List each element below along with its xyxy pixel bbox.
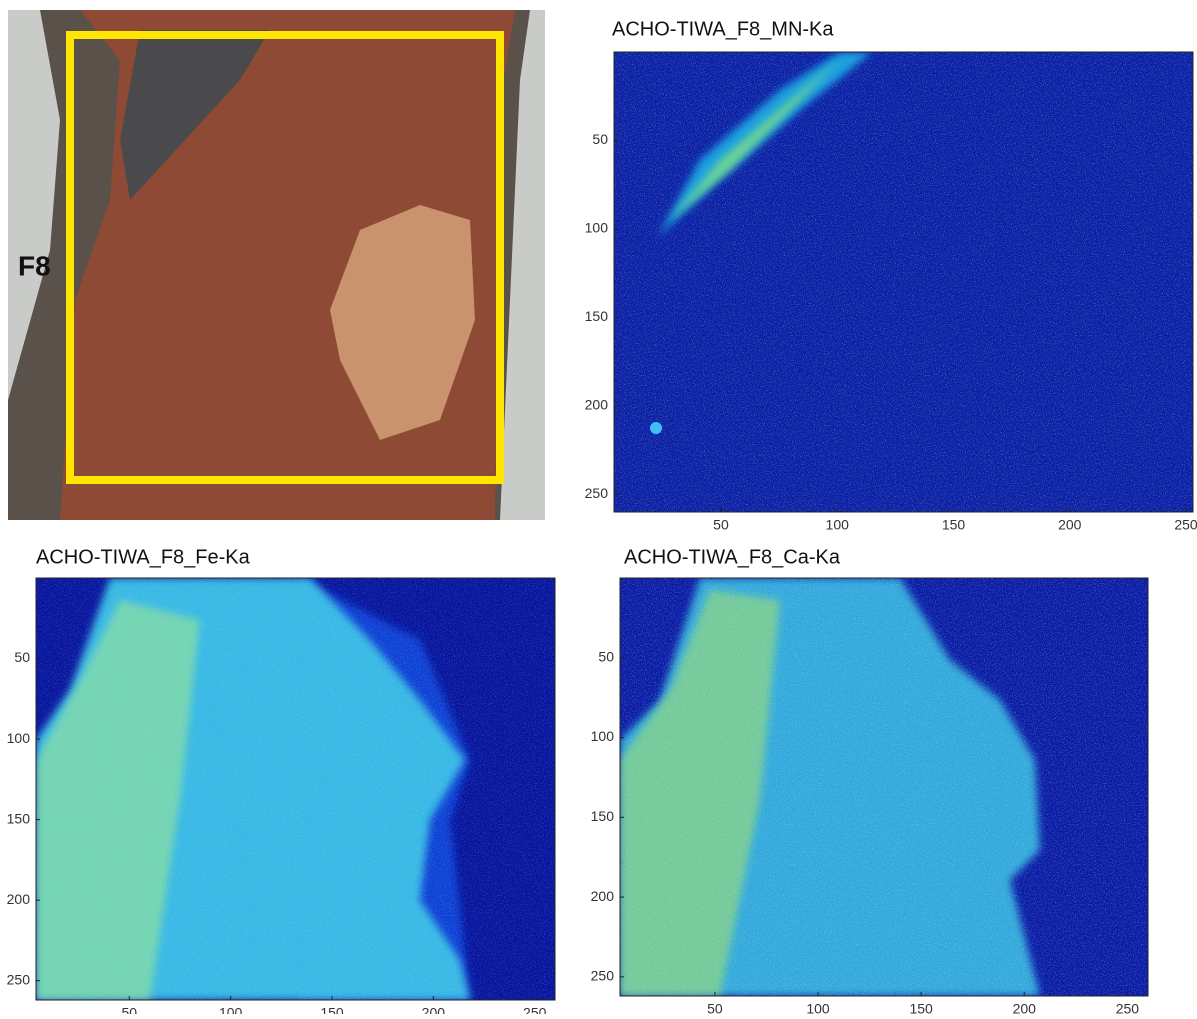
plot-frame bbox=[613, 51, 1194, 513]
heatmap-image bbox=[36, 578, 555, 1000]
photo-label: F8 bbox=[18, 250, 51, 281]
x-tick-label: 50 bbox=[707, 1001, 723, 1014]
y-tick-label: 100 bbox=[7, 730, 31, 746]
plot-frame bbox=[619, 577, 1149, 997]
y-tick-label: 250 bbox=[7, 971, 31, 987]
y-tick-label: 200 bbox=[591, 888, 615, 904]
dark-band bbox=[120, 30, 270, 200]
y-tick-label: 250 bbox=[585, 485, 609, 501]
x-tick-label: 50 bbox=[121, 1005, 137, 1014]
x-tick-label: 250 bbox=[523, 1005, 547, 1014]
x-tick-label: 100 bbox=[806, 1001, 830, 1014]
x-tick-label: 150 bbox=[320, 1005, 344, 1014]
x-tick-label: 200 bbox=[1058, 517, 1082, 533]
y-tick-label: 100 bbox=[591, 728, 615, 744]
y-tick-label: 200 bbox=[7, 891, 31, 907]
x-tick-label: 250 bbox=[1116, 1001, 1140, 1014]
chart-title: ACHO-TIWA_F8_MN-Ka bbox=[612, 18, 834, 40]
photo: F8 bbox=[8, 10, 545, 520]
y-tick-label: 150 bbox=[585, 308, 609, 324]
selection-box bbox=[66, 31, 504, 484]
y-tick-label: 150 bbox=[7, 810, 31, 826]
y-tick-label: 50 bbox=[598, 648, 614, 664]
y-tick-label: 100 bbox=[585, 220, 609, 236]
x-tick-label: 250 bbox=[1174, 517, 1197, 533]
y-tick-label: 200 bbox=[585, 397, 609, 413]
x-tick-label: 50 bbox=[713, 517, 729, 533]
y-tick-label: 150 bbox=[591, 808, 615, 824]
y-tick-label: 50 bbox=[592, 131, 608, 147]
x-tick-label: 150 bbox=[909, 1001, 933, 1014]
y-tick-label: 250 bbox=[591, 968, 615, 984]
x-tick-label: 200 bbox=[422, 1005, 446, 1014]
x-tick-label: 200 bbox=[1013, 1001, 1037, 1014]
x-tick-label: 100 bbox=[826, 517, 850, 533]
x-tick-label: 100 bbox=[219, 1005, 243, 1014]
chart-title: ACHO-TIWA_F8_Ca-Ka bbox=[624, 546, 841, 568]
chart-title: ACHO-TIWA_F8_Fe-Ka bbox=[36, 546, 251, 568]
y-tick-label: 50 bbox=[14, 649, 30, 665]
x-tick-label: 150 bbox=[942, 517, 966, 533]
plot-frame bbox=[35, 577, 556, 1001]
heatmap-image bbox=[620, 578, 1148, 996]
heatmap-image bbox=[614, 52, 1193, 512]
light-patch bbox=[330, 205, 475, 440]
